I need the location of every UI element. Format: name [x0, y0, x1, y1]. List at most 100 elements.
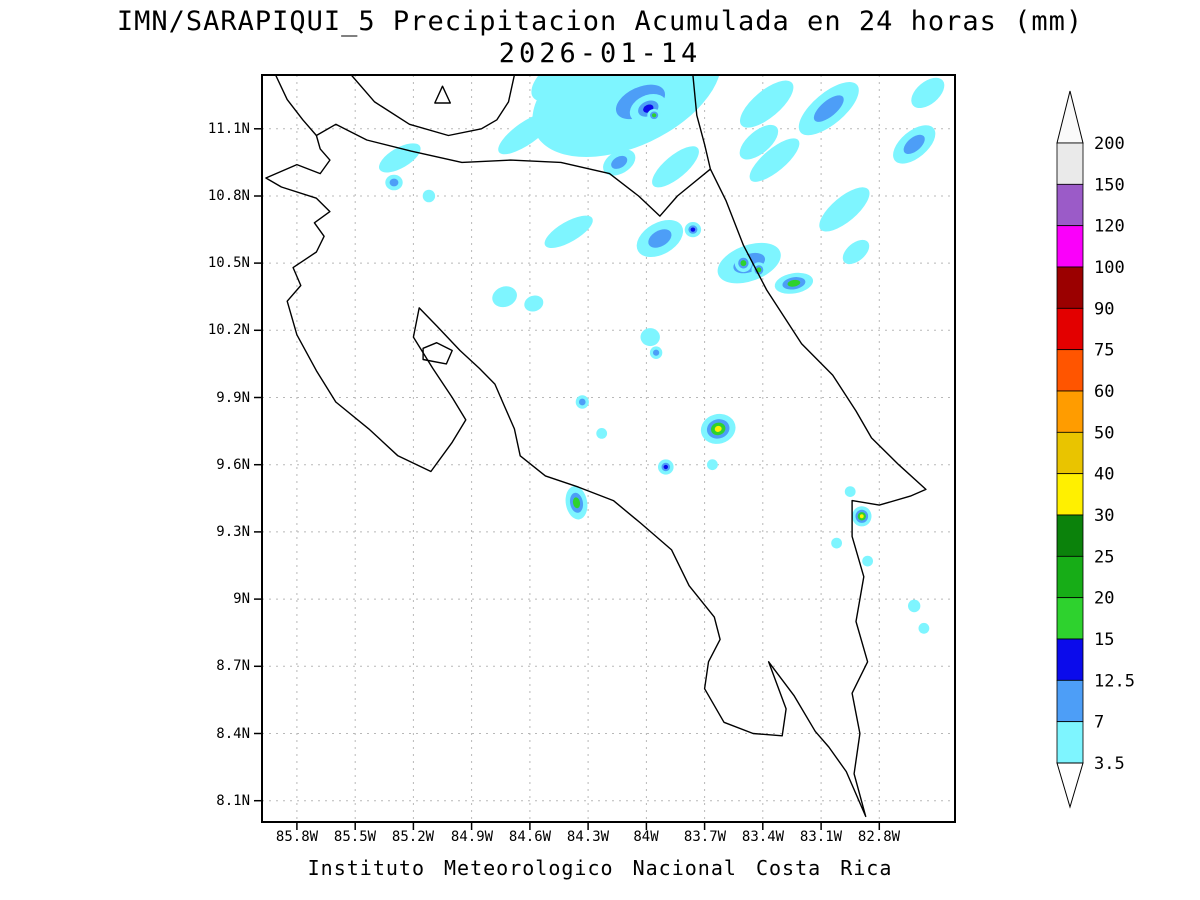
lon-tick-label: 84.3W — [566, 829, 610, 845]
precip-cell-cyan — [844, 486, 856, 497]
lon-tick-label: 82.8W — [857, 829, 901, 845]
colorbar-band — [1056, 431, 1084, 475]
colorbar-label: 30 — [1094, 506, 1114, 526]
lon-tick-label: 84W — [633, 829, 659, 845]
precip-cell-green — [787, 279, 801, 287]
colorbar-band — [1056, 679, 1084, 723]
map-frame-border — [261, 74, 956, 823]
lat-tick-label: 8.1N — [216, 793, 250, 809]
precip-cell-yellow — [859, 514, 864, 519]
lat-tick-label: 10.8N — [207, 188, 250, 204]
chart-title: IMN/SARAPIQUI_5 Precipitacion Acumulada … — [116, 6, 1084, 37]
map-layers — [262, 75, 955, 822]
colorbar-label: 150 — [1094, 175, 1125, 195]
chira-island — [422, 342, 453, 365]
precip-cell-cyan — [862, 555, 873, 567]
precip-cell-blue — [611, 155, 628, 169]
precip-cell-yellow — [714, 425, 722, 432]
lake-island — [434, 85, 451, 104]
colorbar-band — [1056, 266, 1084, 309]
precip-cell-cyan — [492, 286, 517, 308]
colorbar-label: 200 — [1094, 134, 1125, 154]
precip-cell-cyan — [498, 112, 554, 155]
lat-tick-label: 10.5N — [207, 255, 250, 271]
colorbar-band — [1056, 225, 1084, 268]
colorbar-label: 7 — [1094, 713, 1104, 733]
colorbar-label: 15 — [1094, 630, 1114, 650]
colorbar-band — [1056, 638, 1084, 681]
colorbar-label: 20 — [1094, 589, 1114, 609]
precip-cell-cyan — [596, 428, 608, 439]
precip-cell-green — [740, 260, 747, 267]
lon-tick-label: 83.1W — [799, 829, 843, 845]
colorbar-band — [1056, 390, 1084, 433]
precip-cell-cyan — [652, 146, 699, 188]
precip-cell-blue — [813, 95, 844, 122]
precip-cell-cyan — [739, 124, 779, 160]
colorbar-band — [1056, 142, 1084, 185]
costa-rica-outline — [265, 123, 927, 818]
precip-cell-blue — [903, 134, 925, 154]
precip-cell-cyan — [819, 187, 870, 232]
colorbar-band — [1056, 721, 1084, 764]
precip-cell-cyan — [524, 295, 544, 312]
lon-tick-label: 84.6W — [508, 829, 552, 845]
colorbar-label: 12.5 — [1094, 671, 1135, 691]
lat-tick-label: 8.4N — [216, 726, 250, 742]
precip-cell-cyan — [908, 599, 921, 613]
colorbar-band — [1056, 555, 1084, 599]
colorbar-label: 90 — [1094, 299, 1114, 319]
colorbar-below-triangle — [1056, 762, 1084, 809]
colorbar-band — [1056, 514, 1084, 557]
lon-tick-label: 84.9W — [450, 829, 494, 845]
lat-tick-label: 11.1N — [207, 121, 250, 137]
lon-tick-label: 85.2W — [391, 829, 435, 845]
colorbar-band — [1056, 183, 1084, 227]
lat-tick-label: 8.7N — [216, 658, 250, 674]
colorbar-label: 3.5 — [1094, 754, 1125, 774]
nicaragua-caribbean-coast — [692, 75, 712, 170]
precip-cell-blue — [653, 349, 660, 356]
nicaragua-pacific-coast — [274, 75, 317, 136]
lat-tick-label: 9.3N — [216, 524, 250, 540]
precip-cell-cyan — [911, 77, 945, 109]
precip-cell-green — [756, 267, 762, 273]
colorbar: 200 150 120 100 90 75 60 50 40 30 25 20 15 12.5 7 3.5 — [1056, 90, 1135, 809]
colorbar-label: 40 — [1094, 465, 1114, 485]
precipitation-map — [254, 74, 956, 830]
lat-tick-label: 9N — [233, 591, 250, 607]
precip-cell-cyan — [749, 138, 800, 182]
lon-tick-label: 85.8W — [275, 829, 319, 845]
lake-nicaragua-shore — [350, 75, 516, 137]
precip-cell-cyan — [918, 622, 930, 634]
colorbar-label: 60 — [1094, 382, 1114, 402]
chart-date: 2026-01-14 — [498, 38, 702, 69]
precip-cell-cyan — [422, 189, 436, 203]
precip-cell-cyan — [640, 328, 660, 347]
lon-tick-label: 83.4W — [741, 829, 785, 845]
precip-cell-cyan — [531, 75, 599, 102]
colorbar-band — [1056, 473, 1084, 516]
colorbar-above-triangle — [1056, 90, 1084, 144]
precip-cell-darkblue — [663, 464, 668, 470]
lat-tick-label: 9.6N — [216, 457, 250, 473]
precip-cell-blue — [389, 178, 399, 187]
precip-cell-cyan — [831, 537, 842, 549]
precip-cell-cyan — [842, 239, 870, 265]
colorbar-band — [1056, 349, 1084, 392]
precip-cell-green — [572, 497, 581, 509]
lon-tick-label: 83.7W — [683, 829, 727, 845]
colorbar-label: 120 — [1094, 217, 1125, 237]
precip-cell-cyan — [739, 80, 794, 128]
precip-cell-cyan — [707, 459, 718, 471]
precip-cell-blue — [579, 398, 586, 406]
colorbar-label: 75 — [1094, 341, 1114, 361]
precip-cell-darkblue — [690, 227, 696, 232]
lon-tick-label: 85.5W — [333, 829, 377, 845]
colorbar-label: 50 — [1094, 423, 1114, 443]
lat-tick-label: 10.2N — [207, 322, 250, 338]
precip-cell-cyan — [544, 215, 593, 248]
colorbar-label: 100 — [1094, 258, 1125, 278]
colorbar-band — [1056, 307, 1084, 351]
